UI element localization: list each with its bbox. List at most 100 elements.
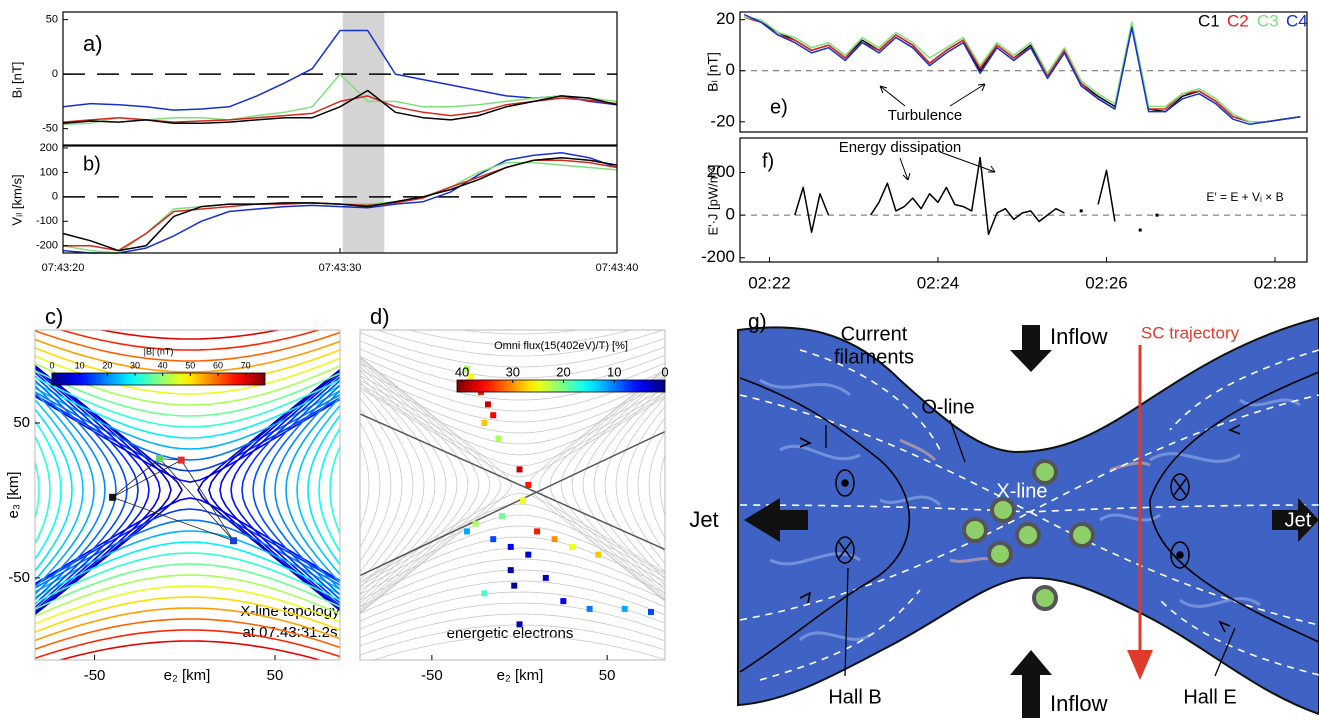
y-tick-label: -20: [710, 111, 735, 130]
colorbar-tick-label: 30: [506, 364, 520, 379]
field-line: [98, 330, 282, 340]
field-line: [360, 422, 381, 548]
y-tick-label: 0: [726, 60, 735, 79]
highlight-band: [342, 12, 385, 145]
field-line: [35, 376, 340, 428]
arrow: [899, 157, 911, 181]
sc-trajectory: [1127, 345, 1153, 680]
data-line: [62, 152, 618, 254]
field-line: [360, 387, 665, 478]
field-line: [371, 635, 665, 660]
field-line: [360, 408, 392, 562]
colorbar-tick-label: 40: [158, 360, 168, 370]
arrow: [939, 151, 996, 173]
data-point: [560, 598, 567, 605]
data-point: [534, 528, 541, 535]
field-line: [35, 365, 172, 615]
field-line: [360, 363, 665, 412]
label: O-line: [921, 396, 974, 418]
field-line: [408, 330, 632, 346]
spacecraft: [962, 459, 1095, 611]
cross: [1173, 478, 1187, 496]
y-tick-label: -200: [36, 240, 58, 252]
field-line: [35, 364, 183, 616]
spacecraft-marker: [1032, 459, 1058, 485]
field-line: [35, 530, 340, 593]
data-point: [463, 528, 470, 535]
x-tick-label: 50: [599, 667, 616, 684]
tetrahedron-edge: [112, 458, 160, 498]
label: Inflow: [1050, 324, 1108, 349]
pointer: [844, 567, 849, 677]
field-line: [360, 383, 665, 456]
x-axis-label: e₂ [km]: [497, 667, 544, 684]
x-tick-label: -50: [421, 667, 443, 684]
field-line: [360, 580, 665, 622]
data-point: [586, 605, 593, 612]
y-tick-label: 100: [40, 166, 58, 178]
tetrahedron-edge: [112, 496, 234, 542]
colorbar: [51, 372, 266, 386]
field-line: [360, 358, 491, 612]
data-line: [63, 159, 618, 252]
x-axis-label: e₂ [km]: [164, 667, 211, 684]
field-line: [604, 390, 665, 580]
annotation: Turbulence: [888, 107, 963, 124]
panel-label: b): [83, 153, 101, 175]
plot-frame: [62, 11, 618, 146]
data-point: [1079, 209, 1083, 213]
data-point: [525, 481, 532, 488]
annotation-arrows: [879, 83, 996, 181]
label: Current: [841, 323, 908, 345]
field-line: [35, 552, 340, 604]
data-point: [542, 574, 549, 581]
field-line: [360, 569, 665, 614]
data-line: [62, 95, 618, 123]
label: filaments: [834, 346, 914, 368]
cross: [838, 541, 852, 559]
field-lines: [739, 371, 1319, 673]
data-point: [472, 520, 479, 527]
field-line: [360, 356, 502, 614]
arrowhead: [799, 424, 1241, 633]
plasma-region: [737, 316, 1319, 716]
data-line: [62, 156, 618, 252]
data-point: [177, 456, 185, 464]
field-line: [360, 503, 665, 584]
data-point: [484, 401, 491, 408]
legend-entry: C3: [1257, 11, 1279, 30]
label: Hall E: [1183, 686, 1236, 708]
spacecraft-marker: [1015, 522, 1041, 548]
field-line: [241, 375, 340, 605]
field-line: [360, 388, 414, 582]
pointer: [1214, 627, 1236, 677]
label: Jet: [689, 507, 718, 532]
data-point: [481, 590, 488, 597]
panel-label: g): [748, 311, 767, 334]
field-line: [459, 330, 581, 335]
field-line: [360, 369, 665, 423]
data-line: [744, 16, 1301, 123]
field-line: [230, 373, 340, 607]
field-line: [219, 370, 340, 610]
panel-label: a): [83, 31, 103, 56]
jet-arrow: [744, 498, 808, 542]
y-axis-label: Vᵢₗ [km/s]: [9, 174, 24, 225]
field-line: [307, 414, 340, 566]
field-line: [360, 591, 665, 630]
label: Inflow: [1050, 691, 1108, 716]
colorbar-label: |B| (nT): [144, 346, 174, 356]
field-line: [626, 405, 665, 565]
dot: [841, 479, 849, 487]
data-point: [467, 373, 474, 380]
field-line: [360, 366, 458, 604]
legend-entry: C4: [1286, 11, 1308, 30]
colorbar-label: Omni flux(15(402eV)/T) [%]: [494, 340, 628, 352]
field-line: [35, 618, 340, 651]
colorbar-tick-label: 70: [241, 360, 251, 370]
field-line: [35, 330, 340, 362]
y-tick-label: 200: [40, 142, 58, 154]
data-point: [569, 543, 576, 550]
field-line: [659, 453, 665, 517]
field-line: [35, 541, 340, 598]
